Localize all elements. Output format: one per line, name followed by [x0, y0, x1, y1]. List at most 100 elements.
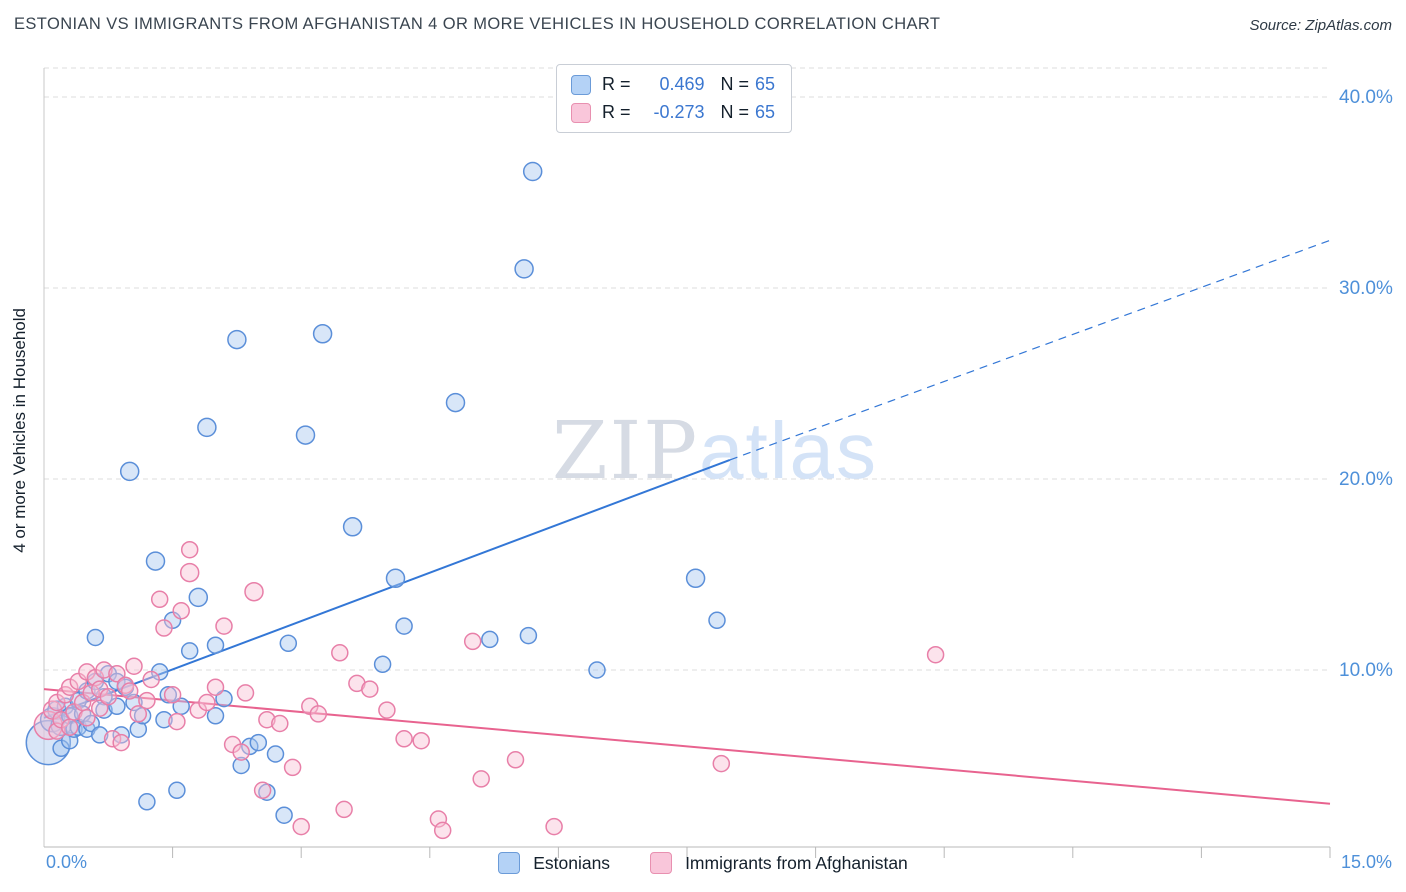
scatter-point-estonians [241, 737, 259, 756]
scatter-point-afghanistan [236, 684, 255, 702]
scatter-point-estonians [312, 324, 333, 344]
scatter-point-afghanistan [125, 657, 143, 675]
afghanistan-swatch [571, 102, 591, 123]
scatter-point-afghanistan [78, 663, 96, 681]
x-axis-footer: 0.0% 15.0% Estonians Immigrants from Afg… [0, 848, 1406, 888]
scatter-point-estonians [279, 634, 298, 653]
scatter-point-estonians [385, 568, 406, 589]
r-value-estonians: 0.469 [659, 74, 705, 94]
scatter-point-afghanistan [120, 682, 139, 700]
scatter-point-estonians [119, 461, 140, 482]
scatter-point-afghanistan [138, 691, 156, 710]
scatter-point-afghanistan [545, 817, 563, 836]
scatter-point-afghanistan [215, 617, 233, 635]
estonians-legend-swatch [498, 852, 521, 874]
scatter-point-afghanistan [95, 661, 113, 679]
afghanistan-legend-swatch [650, 852, 673, 874]
stats-row-afghanistan: R = -0.273 N = 65 [571, 102, 775, 123]
scatter-point-afghanistan [78, 709, 96, 727]
scatter-point-afghanistan [60, 718, 79, 737]
watermark: ZIPatlas [552, 404, 878, 497]
scatter-point-afghanistan [335, 800, 353, 819]
scatter-point-afghanistan [412, 731, 430, 750]
scatter-point-estonians [481, 630, 499, 649]
scatter-point-afghanistan [155, 619, 173, 637]
estonians-swatch [571, 74, 591, 95]
scatter-point-afghanistan [283, 758, 302, 777]
scatter-point-afghanistan [99, 687, 118, 706]
scatter-point-afghanistan [180, 540, 199, 559]
scatter-point-afghanistan [103, 730, 122, 748]
scatter-point-afghanistan [163, 686, 182, 704]
scatter-plot: 10.0% 20.0% 30.0% 40.0% ZIPatlas [25, 67, 1393, 858]
scatter-point-estonians [522, 161, 543, 182]
n-value-afghanistan: 65 [755, 102, 776, 122]
scatter-point-afghanistan [463, 632, 482, 651]
scatter-point-afghanistan [244, 581, 264, 602]
r-label: R = [602, 74, 631, 94]
page-title: ESTONIAN VS IMMIGRANTS FROM AFGHANISTAN … [14, 15, 941, 33]
n-label: N = [720, 102, 750, 122]
n-label: N = [720, 74, 750, 94]
x-axis-min-label: 0.0% [46, 852, 88, 872]
points-afghanistan [33, 540, 945, 840]
scatter-point-afghanistan [433, 821, 452, 840]
scatter-point-afghanistan [472, 770, 490, 788]
scatter-point-estonians [249, 733, 268, 752]
scatter-point-afghanistan [129, 705, 148, 723]
scatter-point-afghanistan [395, 730, 413, 748]
r-value-afghanistan: -0.273 [653, 102, 705, 122]
scatter-point-estonians [138, 793, 156, 811]
scatter-point-estonians [373, 655, 392, 674]
scatter-point-estonians [232, 756, 250, 775]
scatter-point-estonians [275, 806, 293, 824]
svg-text:30.0%: 30.0% [1339, 278, 1393, 299]
scatter-point-estonians [90, 726, 109, 744]
scatter-point-estonians [188, 587, 209, 608]
stats-row-estonians: R = 0.469 N = 65 [571, 74, 775, 95]
scatter-point-estonians [519, 626, 538, 645]
scatter-point-afghanistan [292, 817, 310, 836]
scatter-point-afghanistan [253, 781, 272, 800]
correlation-stats-legend: R = 0.469 N = 65 R = -0.273 N = 65 [556, 64, 793, 133]
x-axis-max-label: 15.0% [1340, 852, 1392, 872]
scatter-point-afghanistan [712, 754, 731, 773]
scatter-point-afghanistan [378, 701, 396, 719]
scatter-point-estonians [159, 686, 178, 704]
r-label: R = [602, 102, 631, 122]
estonians-legend-label: Estonians [533, 852, 611, 873]
scatter-point-estonians [197, 417, 217, 438]
scatter-point-afghanistan [271, 714, 289, 733]
scatter-point-estonians [25, 719, 72, 766]
scatter-point-afghanistan [198, 693, 216, 712]
scatter-point-afghanistan [168, 712, 186, 731]
scatter-point-estonians [445, 392, 466, 413]
scatter-point-estonians [86, 628, 105, 647]
scatter-point-afghanistan [926, 645, 945, 664]
scatter-point-afghanistan [112, 733, 130, 752]
scatter-point-afghanistan [506, 751, 525, 769]
scatter-point-afghanistan [142, 670, 160, 689]
scatter-point-estonians [295, 425, 316, 445]
scatter-point-estonians [168, 781, 186, 800]
scatter-point-estonians [395, 617, 413, 635]
scatter-point-afghanistan [206, 678, 225, 696]
scatter-point-afghanistan [232, 743, 250, 761]
trend-projection-estonians [729, 239, 1331, 461]
scatter-point-afghanistan [172, 602, 190, 620]
scatter-point-estonians [708, 611, 726, 630]
afghanistan-legend-label: Immigrants from Afghanistan [685, 852, 908, 873]
scatter-point-estonians [155, 710, 173, 729]
scatter-point-afghanistan [150, 590, 169, 609]
scatter-point-estonians [145, 551, 166, 571]
scatter-point-afghanistan [90, 699, 109, 717]
scatter-point-afghanistan [179, 562, 200, 583]
scatter-point-estonians [206, 636, 225, 654]
scatter-point-estonians [266, 745, 285, 763]
scatter-point-estonians [514, 259, 534, 279]
scatter-point-estonians [588, 661, 606, 679]
source-attribution: Source: ZipAtlas.com [1249, 17, 1392, 34]
scatter-point-afghanistan [258, 710, 276, 729]
svg-text:20.0%: 20.0% [1339, 469, 1393, 490]
scatter-point-afghanistan [60, 678, 79, 696]
